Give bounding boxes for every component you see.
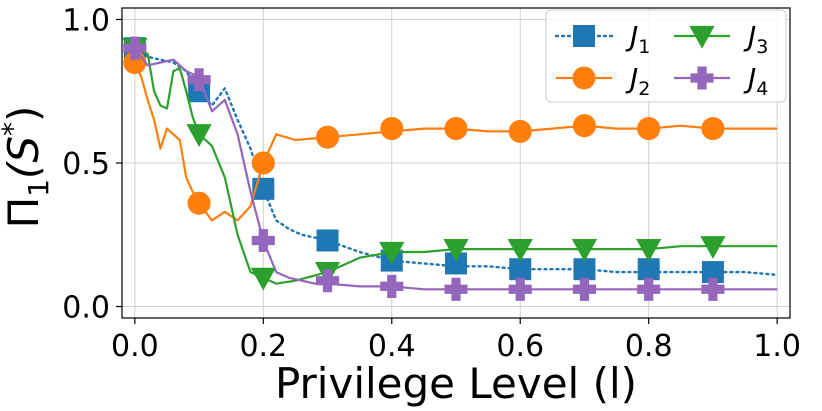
series-line-J2 bbox=[133, 62, 778, 222]
data-point-J1 bbox=[316, 229, 339, 252]
legend-label-sub: 4 bbox=[756, 78, 768, 100]
legend-label-sub: 1 bbox=[638, 36, 650, 58]
legend-marker-J4 bbox=[690, 66, 714, 90]
data-point-J2 bbox=[315, 125, 340, 149]
y-axis-label-arg: (S bbox=[0, 136, 48, 179]
x-tick-label: 1.0 bbox=[753, 329, 801, 364]
data-point-J4 bbox=[637, 277, 661, 301]
data-point-J1 bbox=[701, 261, 724, 284]
data-point-J2 bbox=[444, 117, 468, 141]
data-point-J4 bbox=[251, 228, 275, 253]
y-axis-label-sub: 1 bbox=[22, 179, 55, 197]
data-point-J2 bbox=[251, 151, 275, 175]
legend-label-sub: 3 bbox=[756, 36, 768, 58]
legend-marker-J3 bbox=[689, 25, 715, 49]
data-point-J2 bbox=[508, 119, 532, 143]
data-point-J4 bbox=[187, 68, 211, 92]
data-point-J3 bbox=[186, 124, 212, 147]
data-point-J3 bbox=[700, 236, 726, 259]
data-point-J1 bbox=[509, 258, 532, 281]
data-point-J4 bbox=[123, 36, 147, 60]
x-tick-label: 0.2 bbox=[239, 329, 287, 364]
y-tick-label: 0.0 bbox=[62, 291, 110, 326]
data-point-J4 bbox=[701, 277, 725, 301]
x-tick-label: 0.4 bbox=[368, 329, 416, 364]
data-point-J4 bbox=[315, 269, 340, 293]
y-axis-label-main: Π bbox=[0, 197, 48, 229]
data-point-J4 bbox=[444, 277, 468, 301]
x-axis-label: Privilege Level (l) bbox=[275, 359, 637, 408]
data-point-J3 bbox=[571, 238, 598, 262]
legend-marker-J2 bbox=[572, 66, 596, 90]
data-point-J3 bbox=[379, 241, 405, 265]
series-J2 bbox=[123, 50, 778, 222]
data-point-J4 bbox=[508, 277, 532, 301]
series-J4 bbox=[123, 36, 778, 301]
data-point-J2 bbox=[380, 117, 404, 141]
data-point-J3 bbox=[443, 238, 469, 262]
data-point-J4 bbox=[572, 277, 597, 301]
data-point-J1 bbox=[637, 258, 660, 281]
data-point-J1 bbox=[573, 258, 596, 281]
y-tick-label: 0.5 bbox=[62, 147, 110, 182]
y-axis-label: Π1(S*) bbox=[0, 106, 55, 229]
data-point-J2 bbox=[701, 117, 725, 141]
legend-label-sub: 2 bbox=[638, 78, 650, 100]
data-point-J4 bbox=[380, 274, 404, 298]
data-point-J2 bbox=[637, 117, 661, 141]
y-axis-label-close: ) bbox=[0, 106, 48, 122]
data-point-J3 bbox=[250, 267, 276, 291]
series-layer bbox=[122, 36, 779, 301]
data-point-J3 bbox=[507, 238, 533, 262]
legend-marker-J1 bbox=[573, 25, 595, 47]
y-axis-label-sup: * bbox=[0, 122, 29, 136]
series-line-J3 bbox=[134, 47, 778, 285]
x-tick-label: 0.0 bbox=[111, 329, 159, 364]
x-tick-label: 0.8 bbox=[625, 329, 673, 364]
ticks: 0.0 0.2 0.4 0.6 0.8 1.0 0.0 0.5 1.0 bbox=[62, 3, 801, 364]
data-point-J1 bbox=[445, 252, 467, 275]
x-tick-label: 0.6 bbox=[496, 329, 544, 364]
data-point-J3 bbox=[636, 238, 662, 262]
data-point-J2 bbox=[572, 114, 597, 138]
data-point-J2 bbox=[187, 191, 211, 215]
series-J3 bbox=[122, 38, 778, 291]
y-tick-label: 1.0 bbox=[62, 3, 110, 38]
